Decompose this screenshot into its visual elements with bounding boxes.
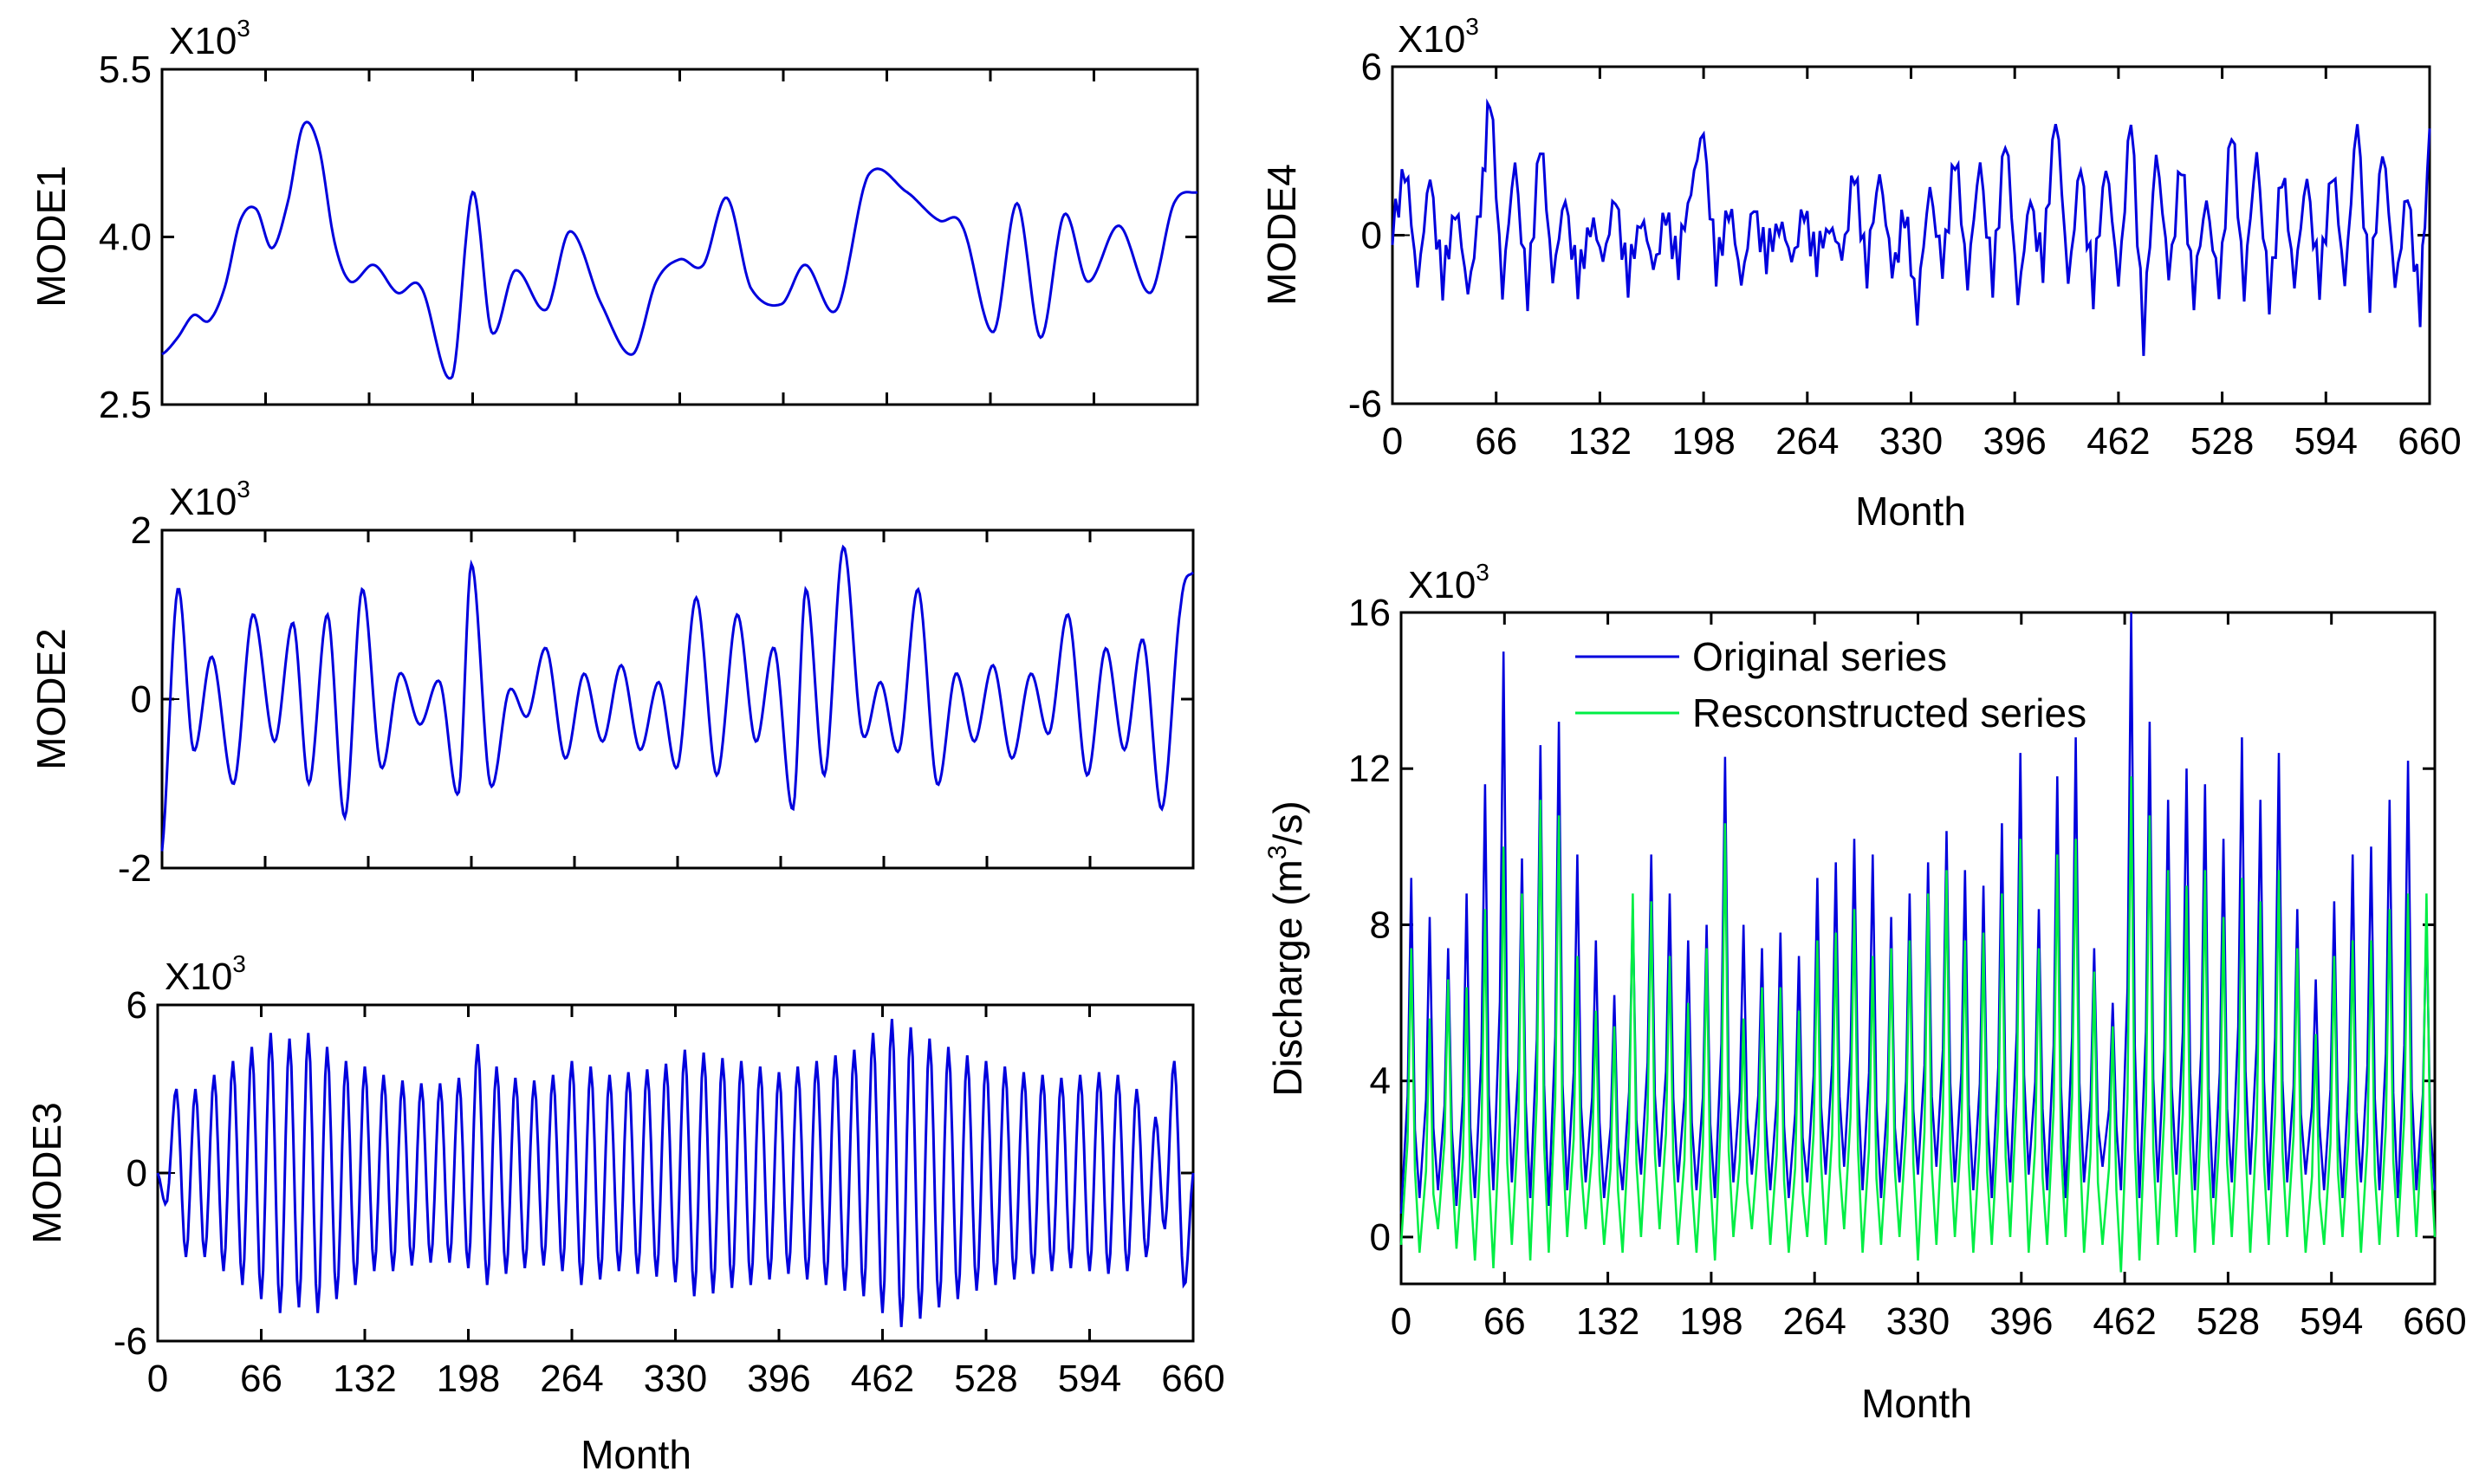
discharge-xtick-label: 660 xyxy=(2403,1300,2466,1343)
discharge-ytick-label: 12 xyxy=(1348,748,1391,790)
mode3-series-line xyxy=(156,1019,1195,1327)
mode2-ytick-label: 2 xyxy=(131,509,152,552)
mode2-ytick-label: 0 xyxy=(131,678,152,721)
discharge-ytick-label: 8 xyxy=(1370,904,1391,946)
mode3-xtick-label: 330 xyxy=(644,1358,707,1400)
mode3-ylabel: MODE3 xyxy=(24,1102,69,1244)
mode3-xtick-label: 66 xyxy=(240,1358,282,1400)
mode1-ytick-label: 4.0 xyxy=(99,217,152,259)
mode4-xtick-label: 528 xyxy=(2190,420,2254,463)
mode3-xtick-label: 198 xyxy=(437,1358,500,1400)
discharge-panel: X103 Discharge (m3/s) Month 0 4 8 12 16 0 66 1… xyxy=(1263,559,2467,1426)
mode4-series-line xyxy=(1391,98,2431,356)
discharge-scale-label: X103 xyxy=(1408,559,1489,606)
discharge-xtick-label: 594 xyxy=(2300,1300,2363,1343)
discharge-xtick-label: 330 xyxy=(1886,1300,1950,1343)
mode4-ytick-label: -6 xyxy=(1348,383,1382,425)
discharge-xtick-label: 198 xyxy=(1679,1300,1742,1343)
original-series-line xyxy=(1399,612,2437,1214)
legend-label-reconstructed: Resconstructed series xyxy=(1692,690,2086,736)
mode3-ytick-label: 6 xyxy=(127,984,147,1027)
discharge-xtick-label: 528 xyxy=(2197,1300,2260,1343)
mode3-xlabel: Month xyxy=(581,1432,691,1477)
legend: Original series Resconstructed series xyxy=(1575,634,2086,736)
mode4-xtick-label: 594 xyxy=(2294,420,2358,463)
mode1-ytick-label: 5.5 xyxy=(99,49,152,91)
discharge-xlabel: Month xyxy=(1861,1381,1972,1426)
mode2-scale-label: X103 xyxy=(169,476,250,523)
mode1-ytick-label: 2.5 xyxy=(99,384,152,426)
mode1-panel: X103 MODE1 2.5 4.0 5.5 xyxy=(29,15,1199,426)
discharge-ytick-label: 4 xyxy=(1370,1060,1391,1103)
mode2-series-line xyxy=(160,544,1194,852)
mode2-ytick-label: -2 xyxy=(118,847,152,890)
mode3-xtick-label: 264 xyxy=(540,1358,603,1400)
mode3-xtick-label: 0 xyxy=(147,1358,168,1400)
discharge-ytick-label: 0 xyxy=(1370,1216,1391,1259)
mode4-ylabel: MODE4 xyxy=(1259,164,1304,306)
mode3-xtick-label: 132 xyxy=(333,1358,396,1400)
mode3-ytick-label: -6 xyxy=(114,1320,147,1363)
mode4-panel: X103 MODE4 Month -606 0 66 132 198 264 330 396… xyxy=(1259,13,2462,534)
mode4-xlabel: Month xyxy=(1855,489,1966,534)
mode4-xtick-label: 462 xyxy=(2086,420,2150,463)
mode2-ylabel: MODE2 xyxy=(29,628,74,770)
mode3-xtick-label: 594 xyxy=(1058,1358,1121,1400)
mode4-scale-label: X103 xyxy=(1398,13,1479,61)
discharge-xtick-label: 462 xyxy=(2093,1300,2156,1343)
discharge-xtick-label: 264 xyxy=(1782,1300,1846,1343)
mode4-xtick-label: 132 xyxy=(1568,420,1632,463)
mode4-ytick-label: 6 xyxy=(1361,46,1382,88)
mode1-frame xyxy=(160,68,1199,406)
discharge-xtick-label: 66 xyxy=(1483,1300,1526,1343)
discharge-ylabel: Discharge (m3/s) xyxy=(1263,800,1310,1096)
mode3-scale-label: X103 xyxy=(165,950,246,998)
reconstructed-series-line xyxy=(1399,776,2437,1273)
mode3-xtick-label: 528 xyxy=(954,1358,1017,1400)
mode4-xtick-label: 396 xyxy=(1983,420,2046,463)
mode4-xtick-label: 66 xyxy=(1475,420,1517,463)
mode1-scale-label: X103 xyxy=(169,15,250,62)
mode3-xtick-label: 660 xyxy=(1161,1358,1224,1400)
discharge-xtick-label: 0 xyxy=(1391,1300,1411,1343)
discharge-xtick-label: 132 xyxy=(1576,1300,1639,1343)
mode4-xtick-label: 660 xyxy=(2398,420,2461,463)
mode4-xtick-label: 0 xyxy=(1382,420,1403,463)
mode4-ytick-label: 0 xyxy=(1361,215,1382,257)
mode4-xtick-label: 198 xyxy=(1671,420,1735,463)
mode1-ylabel: MODE1 xyxy=(29,165,74,308)
mode3-ytick-label: 0 xyxy=(127,1152,147,1195)
mode4-xtick-label: 330 xyxy=(1879,420,1943,463)
discharge-xtick-label: 396 xyxy=(1989,1300,2053,1343)
legend-label-original: Original series xyxy=(1692,634,1947,679)
mode2-panel: X103 MODE2 -2 0 2 xyxy=(29,476,1195,890)
mode3-xtick-label: 462 xyxy=(851,1358,914,1400)
mode4-xtick-label: 264 xyxy=(1775,420,1839,463)
mode3-panel: X103 MODE3 Month -606 0 66 132 198 264 330 396… xyxy=(24,950,1225,1477)
mode3-xtick-label: 396 xyxy=(747,1358,810,1400)
discharge-ytick-label: 16 xyxy=(1348,592,1391,634)
mode1-series-line xyxy=(161,120,1198,380)
